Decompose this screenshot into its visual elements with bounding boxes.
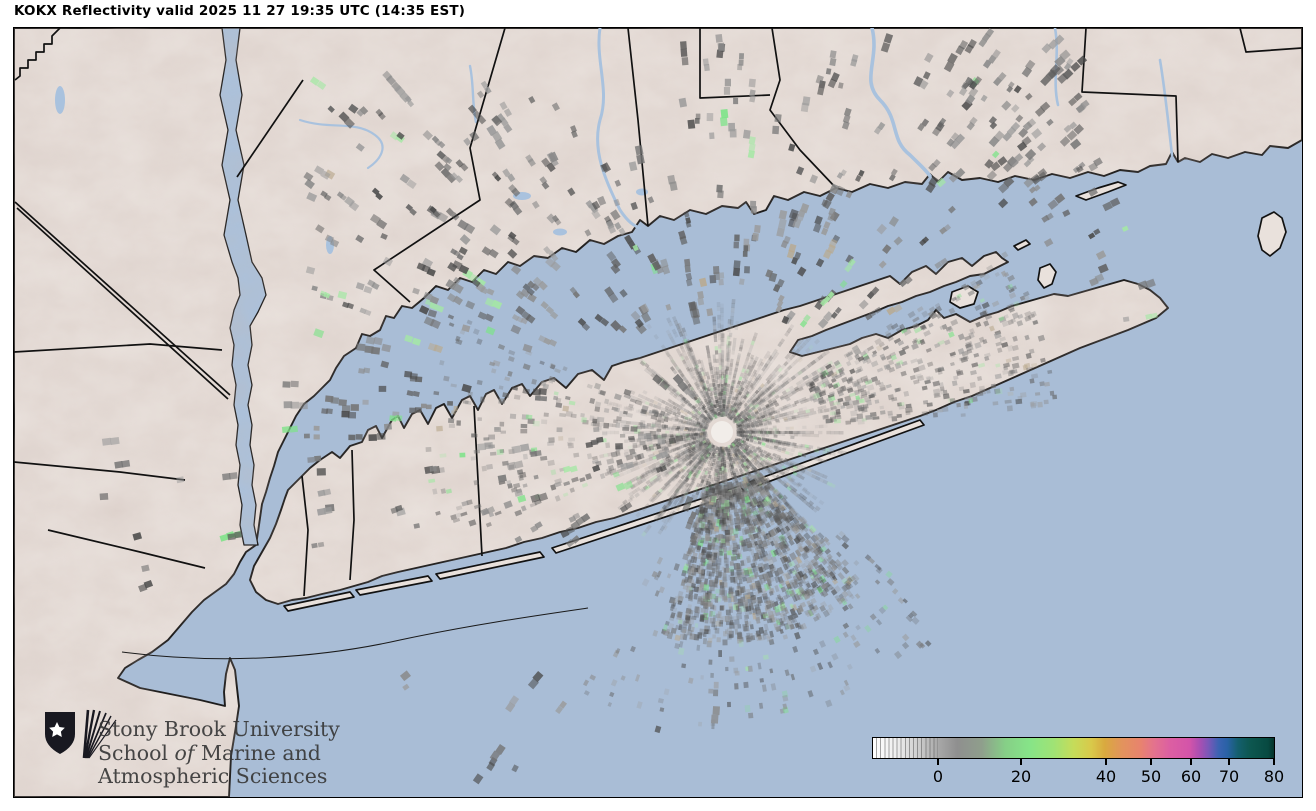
colorbar-tick-mark — [1190, 759, 1192, 765]
colorbar-tick-mark — [1273, 759, 1275, 765]
colorbar-discrete-bands — [873, 738, 938, 758]
colorbar: 0 20 40 50 60 70 80 — [872, 737, 1284, 786]
ny-ct-border — [373, 28, 506, 303]
colorbar-tick-label: 80 — [1263, 767, 1285, 786]
ct-county-line — [627, 28, 649, 227]
colorbar-tick-label: 20 — [1010, 767, 1032, 786]
gardiners-island — [1037, 263, 1057, 289]
political-borders — [14, 28, 1302, 597]
colorbar-tick-label: 70 — [1218, 767, 1240, 786]
fishers-island — [1075, 181, 1127, 201]
stepped-border — [14, 28, 61, 81]
li-county-line — [473, 405, 483, 557]
ny-county-line — [14, 343, 223, 353]
radar-clutter-layer — [99, 28, 1158, 785]
li-county-line — [349, 449, 355, 581]
colorbar-tick-label: 50 — [1140, 767, 1162, 786]
colorbar-tick-mark — [1020, 759, 1022, 765]
islands — [949, 181, 1287, 309]
colorbar-tick-mark — [1150, 759, 1152, 765]
colorbar-tick-mark — [1105, 759, 1107, 765]
nj-county-line — [47, 529, 206, 569]
nj-county-line — [14, 461, 186, 481]
colorbar-tick-label: 60 — [1180, 767, 1202, 786]
maritime-line — [121, 607, 589, 660]
map-panel — [13, 27, 1303, 798]
radar-site — [711, 421, 733, 443]
plum-island — [1013, 239, 1031, 251]
block-island — [1257, 211, 1287, 257]
ct-county-line — [769, 28, 837, 189]
ct-ri-border — [1239, 28, 1302, 53]
colorbar-tick-mark — [937, 759, 939, 765]
li-county-line — [301, 475, 309, 597]
colorbar-tick-label: 40 — [1095, 767, 1117, 786]
barrier-islands — [283, 419, 925, 612]
colorbar-tick-mark — [1228, 759, 1230, 765]
county-line — [236, 79, 304, 178]
ct-county-line — [699, 28, 771, 99]
radar-map — [14, 28, 1302, 797]
colorbar-tick-label: 0 — [932, 767, 944, 786]
colorbar-gradient — [873, 738, 1274, 758]
figure-title: KOKX Reflectivity valid 2025 11 27 19:35… — [14, 3, 466, 19]
ny-nj-border — [14, 201, 231, 396]
